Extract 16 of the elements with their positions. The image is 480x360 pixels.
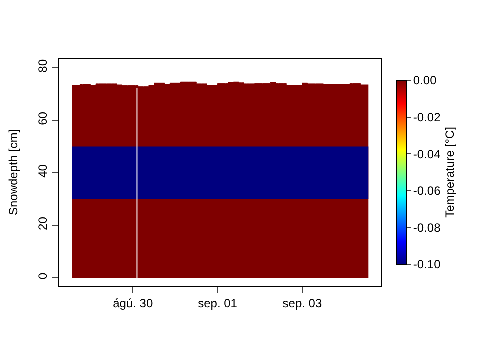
color-bar-title: Temperature [°C] [443,127,458,218]
y-tick-label: 0 [36,272,50,280]
y-tick-label: 60 [36,112,50,126]
color-bar-label: -0.10 [413,258,442,272]
color-bar-label: 0.00 [413,74,438,88]
x-tick-label: ágú. 30 [113,296,154,310]
color-bar-label: -0.02 [413,110,442,124]
color-bar-label: -0.04 [413,147,442,162]
y-tick-label: 40 [36,164,50,178]
color-bar-label: -0.08 [413,220,442,235]
y-tick-label: 20 [36,216,50,230]
x-tick-label: sep. 03 [282,296,322,310]
color-bar-label: -0.06 [413,184,442,198]
x-tick-label: sep. 01 [198,296,238,310]
y-tick-label: 80 [36,59,50,73]
y-axis-title: Snowdepth [cm] [6,129,20,216]
